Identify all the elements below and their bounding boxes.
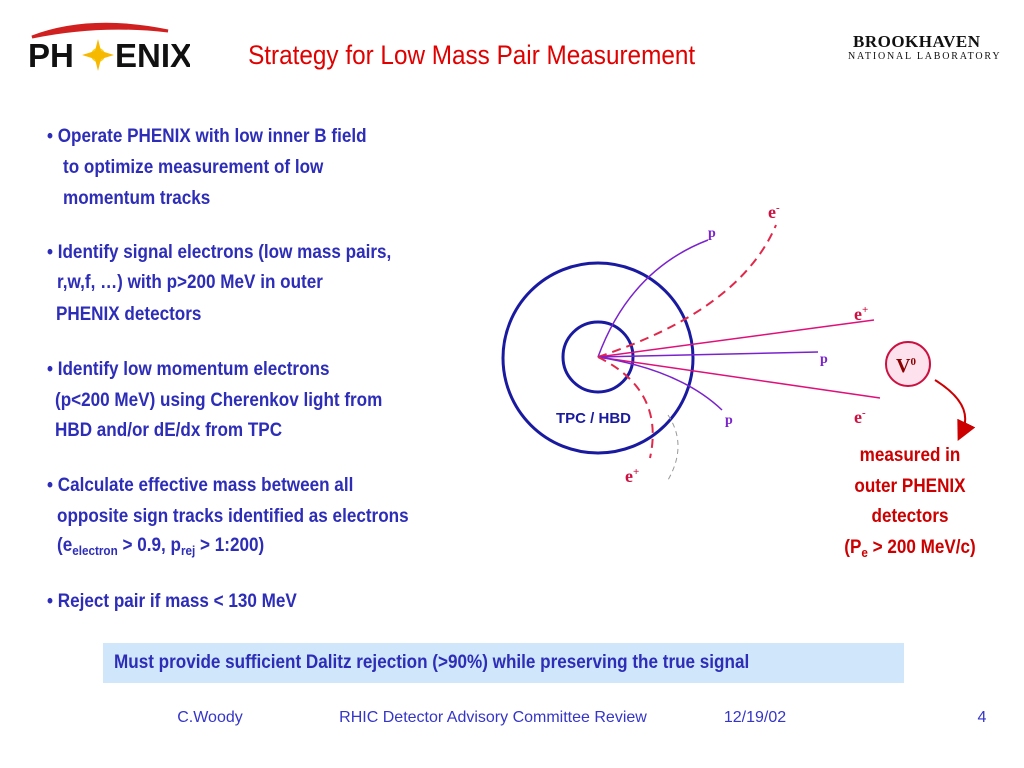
arrow	[934, 379, 976, 442]
v0-label: V0	[896, 352, 916, 376]
slide-title: Strategy for Low Mass Pair Measurement	[248, 40, 696, 70]
note-line: measured in	[860, 445, 961, 467]
text-run: PHENIX detectors	[56, 304, 202, 325]
track	[597, 356, 881, 399]
bullet-line: • Identify signal electrons (low mass pa…	[47, 242, 391, 264]
bullet-line: (p<200 MeV) using Cherenkov light from	[55, 390, 382, 412]
text-run: • Identify low momentum electrons	[47, 359, 330, 380]
track-label: p	[820, 350, 828, 370]
track-label: e+	[854, 300, 868, 324]
subscript: electron	[72, 543, 118, 558]
bullet-line: • Reject pair if mass < 130 MeV	[47, 591, 297, 613]
bullet-line: opposite sign tracks identified as elect…	[57, 506, 409, 528]
track	[597, 224, 777, 358]
bullet-line: r,w,f, …) with p>200 MeV in outer	[57, 272, 323, 294]
subscript: rej	[180, 543, 196, 558]
superscript: -	[862, 407, 866, 419]
bullet-line: (eelectron > 0.9, prej > 1:200)	[57, 535, 264, 562]
text-run: (P	[844, 537, 862, 558]
track	[597, 356, 654, 459]
track	[597, 239, 709, 358]
track-label: p	[708, 224, 716, 244]
text-run: e	[854, 407, 862, 427]
bullet-line: PHENIX detectors	[56, 304, 201, 326]
track	[597, 356, 723, 411]
text-run: V	[896, 355, 911, 377]
footer-author: C.Woody	[177, 709, 243, 726]
callout-box	[103, 643, 904, 683]
track-label: e+	[625, 462, 639, 486]
text-run: (e	[57, 535, 73, 556]
text-run: e	[625, 466, 633, 486]
text-run: • Operate PHENIX with low inner B field	[47, 126, 367, 147]
event-diagram	[501, 224, 976, 481]
text-run: > 0.9, p	[117, 535, 181, 556]
footer-page: 4	[977, 709, 987, 726]
text-run: > 1:200)	[195, 535, 265, 556]
track-label: e-	[854, 403, 866, 427]
text-run: opposite sign tracks identified as elect…	[57, 506, 409, 527]
bullet-line: • Operate PHENIX with low inner B field	[47, 126, 367, 148]
text-run: outer PHENIX	[854, 476, 966, 497]
track	[597, 351, 819, 358]
bullet-line: to optimize measurement of low	[63, 157, 323, 179]
track-label: p	[725, 411, 733, 431]
text-run: detectors	[871, 506, 949, 527]
subscript: e	[861, 545, 868, 560]
track-guide	[667, 414, 679, 481]
bullet-line: • Identify low momentum electrons	[47, 359, 329, 381]
bullet-line: HBD and/or dE/dx from TPC	[55, 420, 282, 442]
v0-marker	[885, 341, 931, 387]
track-label: e-	[768, 198, 780, 222]
track	[597, 319, 875, 358]
superscript: +	[862, 304, 869, 316]
note-line: (Pe > 200 MeV/c)	[844, 537, 975, 564]
logo-text-2: ENIX	[115, 37, 190, 74]
text-run: measured in	[859, 445, 961, 466]
phenix-logo: PH ENIX	[28, 22, 190, 74]
text-run: momentum tracks	[63, 188, 211, 209]
footer-event: RHIC Detector Advisory Committee Review	[339, 709, 647, 726]
text-run: e	[768, 202, 776, 222]
text-run: (p<200 MeV) using Cherenkov light from	[55, 390, 383, 411]
superscript: -	[776, 202, 780, 214]
superscript: +	[633, 466, 640, 478]
text-run: • Reject pair if mass < 130 MeV	[47, 591, 297, 612]
text-run: e	[854, 304, 862, 324]
note-line: detectors	[872, 506, 949, 528]
text-run: • Calculate effective mass between all	[47, 475, 354, 496]
text-run: to optimize measurement of low	[63, 157, 324, 178]
superscript: 0	[910, 356, 916, 368]
text-run: > 200 MeV/c)	[867, 537, 976, 558]
footer-date: 12/19/02	[723, 709, 787, 726]
bnl-subtitle: NATIONAL LABORATORY	[848, 51, 1002, 62]
text-run: HBD and/or dE/dx from TPC	[55, 420, 283, 441]
bullet-line: • Calculate effective mass between all	[47, 475, 353, 497]
bullet-line: momentum tracks	[63, 188, 210, 210]
logo-swoosh	[31, 22, 169, 39]
text-run: p	[725, 413, 733, 428]
text-run: • Identify signal electrons (low mass pa…	[47, 242, 392, 263]
bnl-name: BROOKHAVEN	[853, 32, 981, 51]
logo-star	[82, 39, 114, 71]
text-run: p	[820, 352, 828, 367]
logo-text-1: PH	[28, 37, 74, 74]
outer-detector	[501, 261, 695, 455]
text-run: p	[708, 226, 716, 241]
note-line: outer PHENIX	[854, 476, 965, 498]
text-run: r,w,f, …) with p>200 MeV in outer	[57, 272, 323, 293]
inner-detector	[561, 320, 635, 394]
detector-label: TPC / HBD	[556, 410, 631, 427]
callout-text: Must provide sufficient Dalitz rejection…	[114, 652, 750, 673]
